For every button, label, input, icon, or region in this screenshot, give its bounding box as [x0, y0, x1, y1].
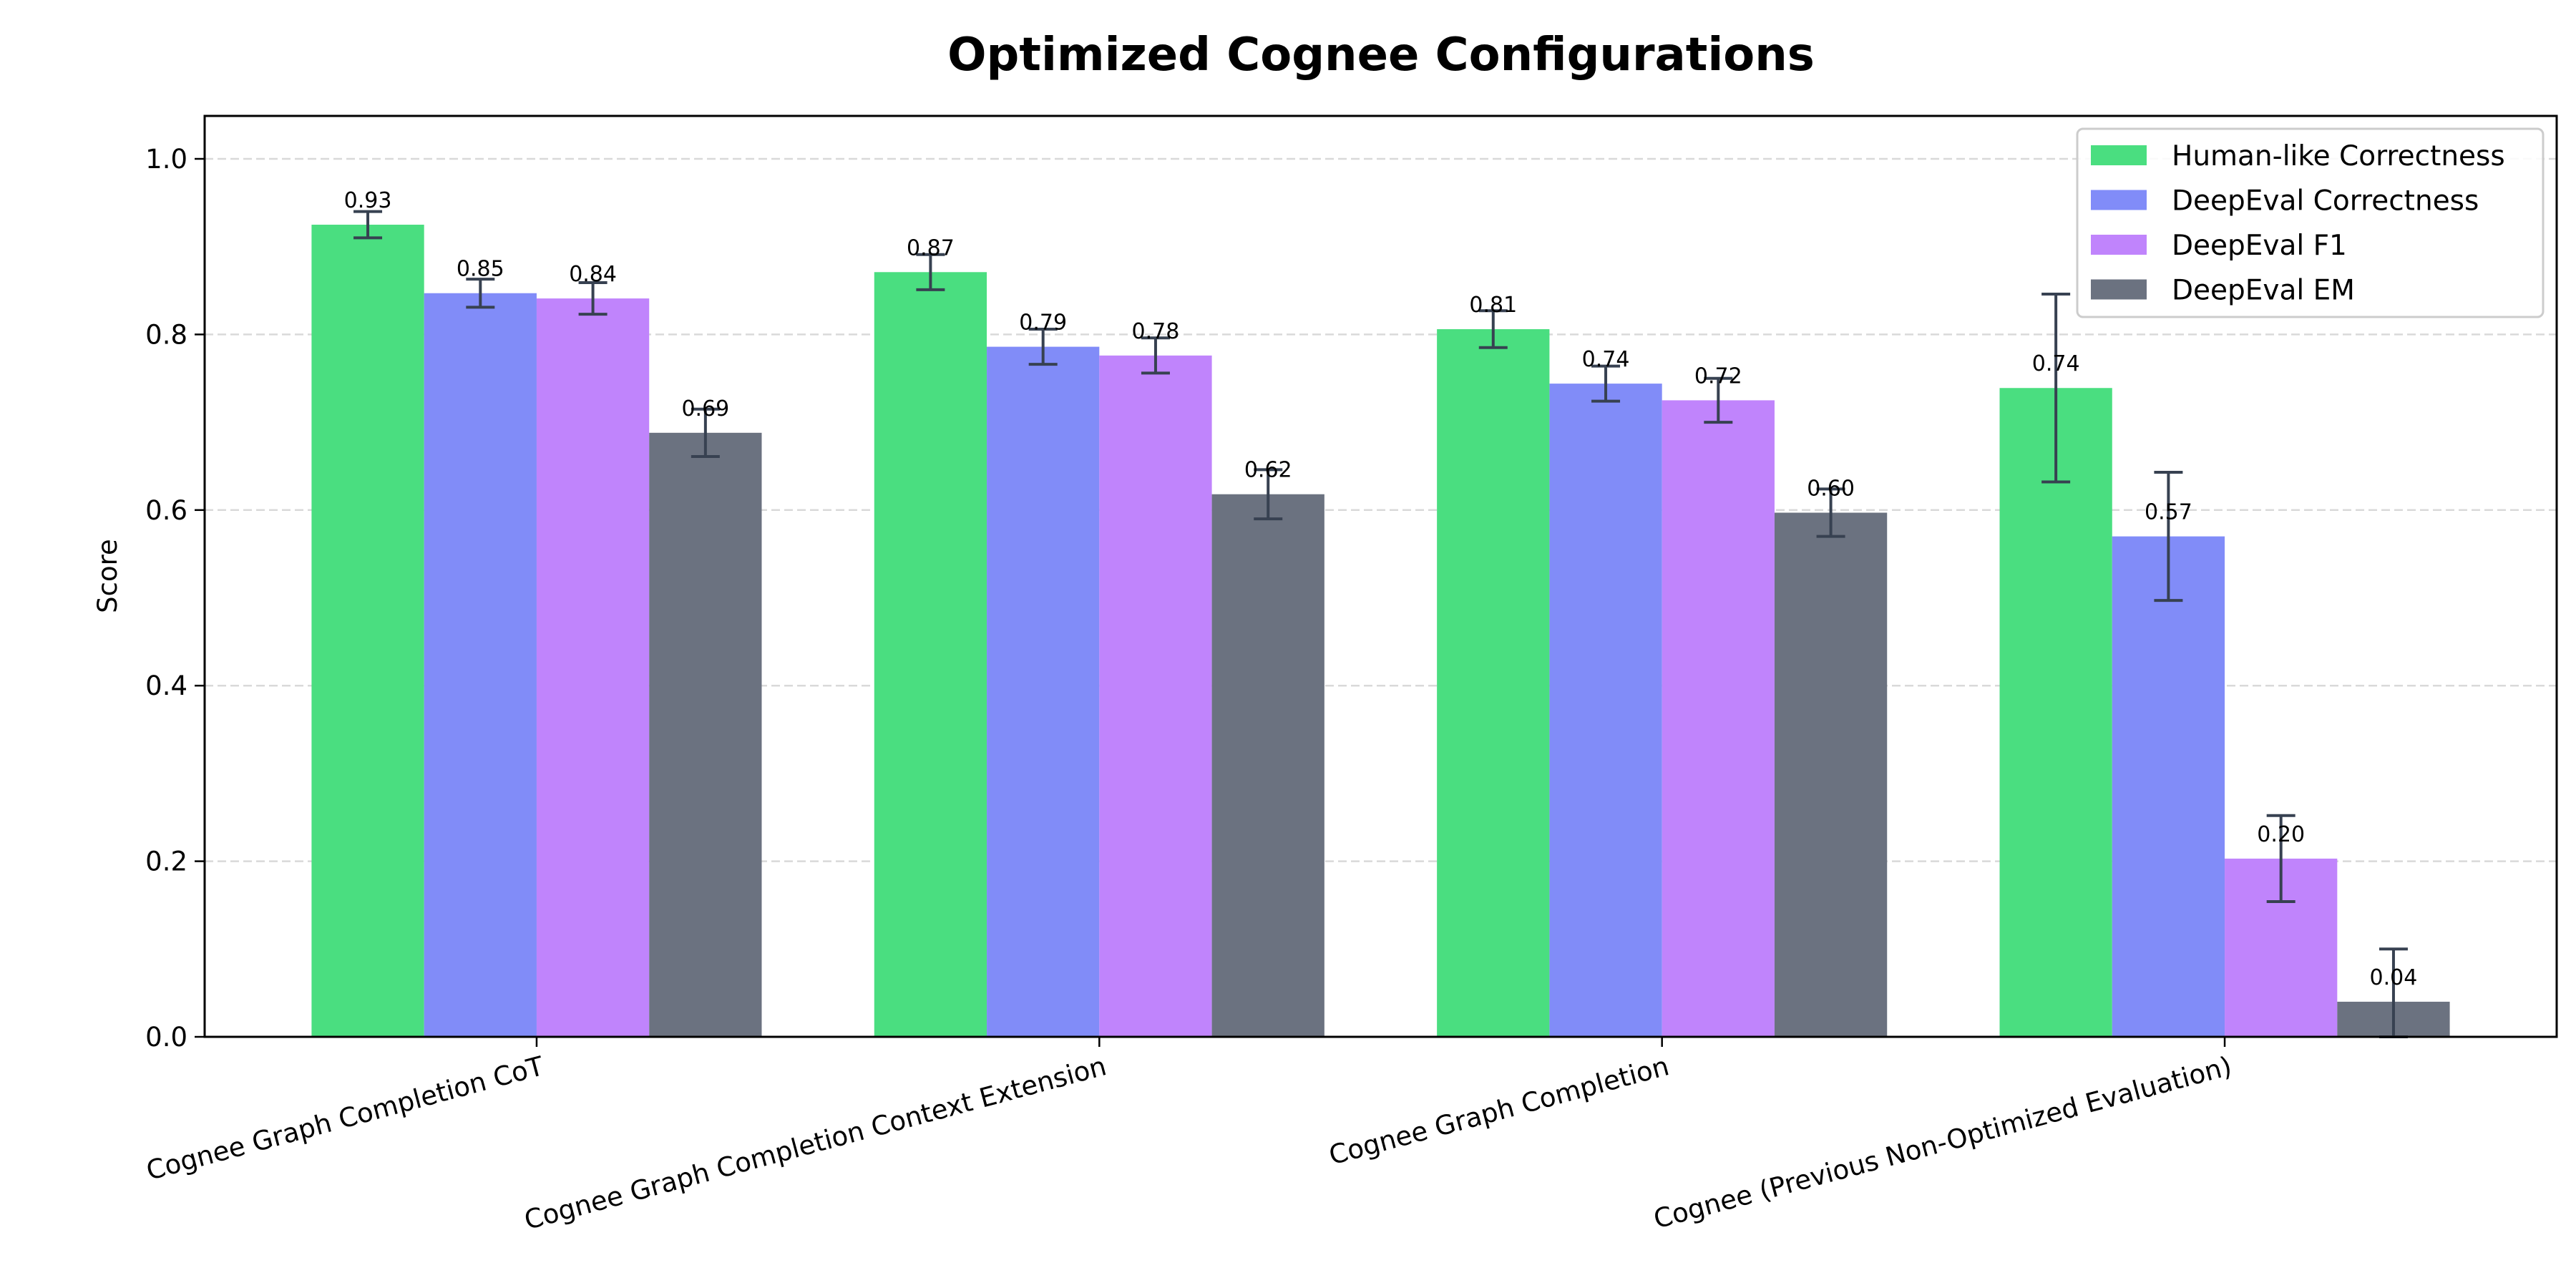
legend-label: DeepEval Correctness: [2172, 185, 2479, 218]
x-tick-label: Cognee Graph Completion CoT: [143, 1050, 547, 1186]
legend-swatch: [2091, 190, 2147, 210]
y-tick-label: 0.2: [145, 847, 187, 877]
bar: [311, 225, 424, 1037]
bar: [1099, 355, 1212, 1037]
legend: Human-like Correctness DeepEval Correctne…: [2076, 127, 2545, 318]
data-label: 0.78: [1132, 319, 1180, 344]
bar: [874, 272, 987, 1038]
bar: [424, 293, 537, 1038]
data-label: 0.04: [2370, 965, 2418, 990]
data-label: 0.93: [344, 188, 392, 213]
data-label: 0.84: [569, 262, 617, 287]
legend-label: Human-like Correctness: [2172, 140, 2505, 172]
legend-swatch: [2091, 145, 2147, 165]
x-tick-label: Cognee (Previous Non-Optimized Evaluatio…: [1650, 1050, 2235, 1234]
data-label: 0.74: [1582, 347, 1630, 372]
y-axis-label: Score: [92, 539, 123, 613]
bar: [1999, 388, 2112, 1037]
legend-label: DeepEval EM: [2172, 275, 2355, 307]
data-label: 0.85: [457, 257, 504, 282]
bar: [987, 346, 1100, 1037]
bar: [1549, 384, 1662, 1037]
data-label: 0.72: [1694, 364, 1742, 389]
x-tick-label: Cognee Graph Completion Context Extensio…: [521, 1050, 1109, 1236]
y-tick-label: 0.0: [145, 1022, 187, 1053]
x-tick-label: Cognee Graph Completion: [1326, 1050, 1672, 1171]
legend-swatch: [2091, 235, 2147, 255]
data-label: 0.74: [2032, 351, 2080, 376]
bar: [1211, 494, 1324, 1037]
y-tick-label: 0.8: [145, 319, 187, 350]
data-label: 0.79: [1019, 311, 1067, 336]
data-label: 0.60: [1807, 476, 1855, 501]
bar: [536, 298, 650, 1037]
y-tick-label: 0.6: [145, 495, 187, 526]
data-label: 0.81: [1469, 293, 1517, 318]
bar: [1774, 512, 1888, 1037]
data-label: 0.62: [1244, 458, 1292, 483]
bar: [2112, 536, 2225, 1037]
data-label: 0.87: [907, 235, 955, 260]
data-label: 0.20: [2257, 822, 2305, 847]
chart-title: Optimized Cognee Configurations: [947, 29, 1815, 82]
y-tick-label: 0.4: [145, 670, 187, 701]
legend-swatch: [2091, 279, 2147, 300]
bar: [1662, 400, 1775, 1037]
data-label: 0.69: [681, 396, 729, 421]
y-tick-label: 1.0: [145, 144, 187, 175]
data-label: 0.57: [2145, 500, 2192, 525]
legend-label: DeepEval F1: [2172, 230, 2347, 262]
bar: [649, 432, 762, 1037]
bar: [1437, 329, 1550, 1038]
plot-frame: [203, 114, 2558, 1038]
